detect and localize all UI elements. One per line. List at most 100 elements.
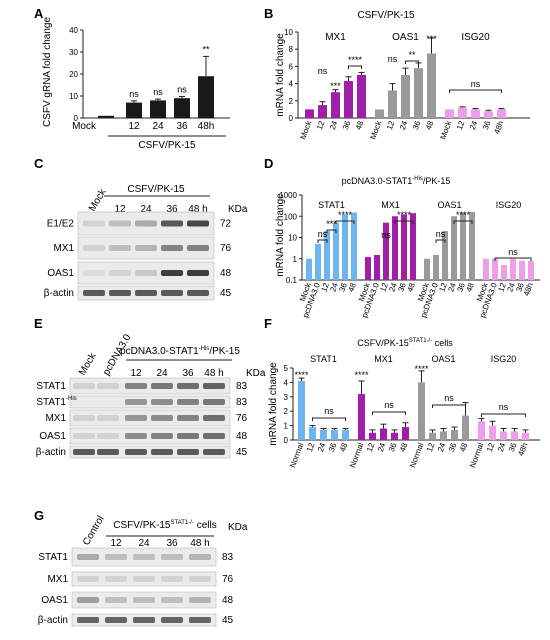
y-tick-label: 20 [69,70,78,79]
panel-d-bars: STAT1MockpcDNA3.012243648MX1MockpcDNA3.0… [298,200,535,319]
blot-kda-label: 83 [222,552,234,563]
series-label: ISG20 [496,200,522,210]
panel-a-group-label: CSFV/PK-15 [138,140,196,151]
panel-a-ylabel: CSFV gRNA fold change [42,17,53,127]
panel-b-letter: B [264,6,273,21]
panel-b-bar [388,90,397,118]
panel-f-bar [298,380,305,440]
series-label: STAT1 [318,200,345,210]
panel-g-blot-title: CSFV/PK-15STAT1-/- cells [113,520,217,531]
significance-bracket [494,257,532,261]
blot-row-label: β-actin [44,288,74,299]
panel-f-bar [309,427,316,440]
y-tick-label: 30 [69,48,78,57]
y-tick-label: 1 [284,422,289,431]
blot-kda-label: 83 [236,397,248,408]
blot-kda-label: 45 [236,447,248,458]
significance-bracket [405,60,419,64]
lane-label: 48 h [190,538,209,549]
panel-d-ylabel: mRNA fold change [275,193,286,277]
significance-label: ns [177,84,187,94]
series-label: MX1 [374,354,393,364]
blot-band [189,554,211,560]
panel-b-bar [471,109,480,118]
x-tick-label: 24 [328,119,340,131]
panel-f-bar [462,415,469,440]
x-tick-label: 36 [341,119,353,131]
blot-band [177,415,199,421]
x-tick-label: 24 [376,441,388,453]
panel-d: D pcDNA3.0-STAT1-His/PK-15 mRNA fold cha… [264,156,540,319]
lane-label: 36 [166,538,178,549]
significance-label: ns [381,230,391,240]
significance-bracket [449,89,502,93]
x-tick-label: 12 [305,441,317,453]
blot-band [105,617,127,623]
panel-b-bar [427,53,436,118]
lane-label: Control [81,514,107,547]
blot-row-label: E1/E2 [47,219,75,230]
lane-label: 12 [130,368,142,379]
x-tick-label: 36 [387,441,399,453]
blot-band [187,220,209,227]
blot-band [189,617,211,623]
blot-band [97,449,119,455]
blot-band [161,270,183,276]
y-tick-label: 1000 [279,191,297,200]
panel-b-title: CSFV/PK-15 [357,10,415,21]
blot-band [177,399,199,405]
panel-d-bar [324,231,330,280]
blot-band [77,597,99,603]
panel-d-bar [383,222,389,280]
blot-band [177,433,199,439]
blot-band [135,245,157,251]
panel-b-significance: ns******* ns *****ns [318,34,502,93]
panel-f-ylabel: mRNA fold change [268,362,279,446]
panel-b-bar [305,109,314,118]
significance-bracket [394,220,414,224]
x-tick-label: 48 [405,281,417,293]
x-tick-label: Mock [368,119,383,141]
lane-label: 48 h [204,368,223,379]
panel-d-title: pcDNA3.0-STAT1-His/PK-15 [342,176,451,186]
significance-label: ns [384,400,394,410]
panel-f-bar [402,427,409,440]
blot-band [151,399,173,405]
x-tick-label: 48h [516,442,529,458]
panel-d-bar [460,212,466,280]
lane-label: 24 [140,204,152,215]
significance-label: *** [330,81,341,91]
blot-band [73,415,95,421]
panel-b-bar [375,109,384,118]
lane-label: 36 [166,204,178,215]
lane-label: Mock [77,350,99,377]
panel-c-blot-rows: E1/E2 72 MX1 76 OAS1 48 β-actin 45 [44,211,232,301]
panel-f-bar [451,429,458,440]
panel-d-bar [374,255,380,280]
blot-band [177,449,199,455]
blot-row-label: OAS1 [47,268,74,279]
panel-b-bar [484,111,493,118]
significance-label: ns [499,402,509,412]
panel-f-bar [511,431,518,440]
y-tick-label: 5 [284,364,289,373]
x-tick-label: Normal [468,441,485,469]
panel-f-yticks: 0 1 2 3 4 5 [284,364,293,445]
blot-band [125,449,147,455]
x-tick-label: 36 [514,281,526,293]
blot-band [161,597,183,603]
y-tick-label: 8 [289,45,294,54]
blot-band [109,220,131,227]
series-label: OAS1 [437,200,461,210]
blot-kda-label: 76 [236,413,248,424]
y-tick-label: 4 [289,80,294,89]
blot-kda-label: 45 [220,288,232,299]
significance-label: **** [397,210,412,220]
x-tick-label: 48h [492,120,505,136]
panel-d-bar [483,258,489,280]
panel-f-bar [478,421,485,440]
x-tick-label: 48 [464,281,476,293]
panel-d-bar [451,216,457,280]
